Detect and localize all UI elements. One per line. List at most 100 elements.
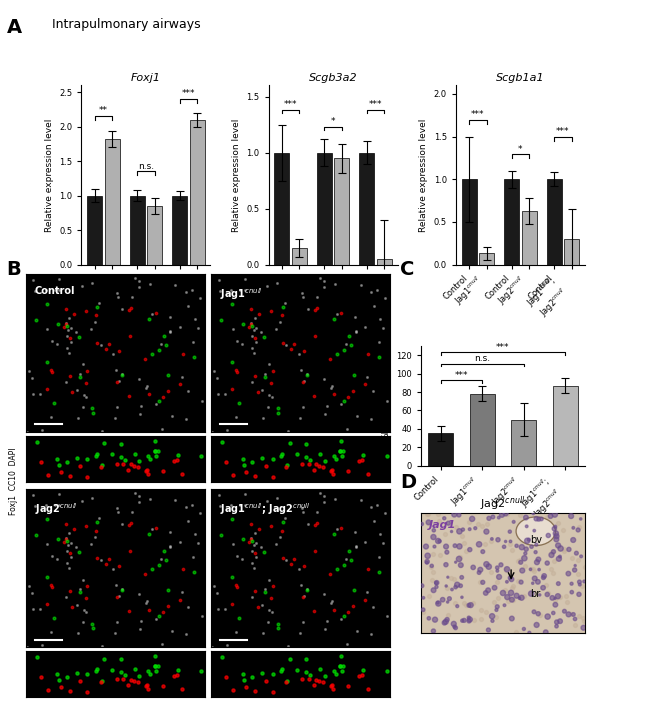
Point — [220, 604, 230, 615]
Point — [64, 562, 74, 573]
Point — [439, 513, 449, 524]
Point — [53, 459, 64, 471]
Point — [96, 676, 106, 688]
Point — [512, 556, 523, 567]
Point — [281, 555, 291, 566]
Point — [480, 538, 490, 550]
Bar — [317, 153, 332, 264]
Point — [338, 661, 348, 672]
Point — [369, 386, 379, 397]
Point — [328, 683, 338, 695]
Point — [116, 583, 127, 594]
Point — [533, 608, 543, 619]
Point — [227, 298, 237, 309]
Point — [271, 324, 281, 335]
Point — [251, 537, 261, 548]
Point — [421, 508, 432, 519]
Point — [336, 614, 346, 625]
Point — [320, 409, 330, 420]
Point — [61, 671, 72, 683]
Point — [96, 340, 106, 351]
Point — [64, 685, 75, 697]
Point — [142, 464, 152, 476]
Point — [512, 540, 522, 552]
Point — [551, 621, 562, 632]
Point — [522, 535, 532, 547]
Point — [469, 614, 479, 626]
Point — [335, 660, 345, 671]
Point — [37, 424, 47, 436]
Point — [65, 332, 75, 343]
Point — [297, 674, 307, 685]
Point — [422, 557, 432, 568]
Point — [319, 496, 330, 508]
Point — [500, 536, 511, 547]
Point — [62, 545, 72, 557]
Point — [97, 641, 107, 652]
Point — [107, 449, 117, 460]
Point — [22, 641, 32, 653]
Point — [538, 572, 549, 583]
Point — [526, 524, 536, 535]
Point — [549, 546, 559, 557]
Point — [344, 545, 354, 557]
Point — [150, 661, 161, 672]
Point — [476, 614, 486, 625]
Point — [146, 309, 157, 320]
Bar — [274, 153, 289, 264]
Point — [226, 284, 236, 296]
Point — [481, 606, 491, 617]
Point — [366, 413, 376, 424]
Point — [251, 336, 261, 348]
Point — [338, 445, 348, 456]
Point — [77, 401, 88, 412]
Point — [339, 395, 350, 407]
Point — [514, 592, 525, 604]
Y-axis label: Relative expression level: Relative expression level — [45, 118, 53, 232]
Point — [177, 469, 188, 480]
Title: Foxj1: Foxj1 — [131, 73, 161, 83]
Point — [305, 454, 315, 466]
Point — [118, 458, 129, 469]
Point — [262, 280, 272, 292]
Point — [134, 282, 144, 293]
Point — [227, 470, 238, 481]
Point — [54, 284, 64, 296]
Point — [107, 664, 117, 675]
Point — [209, 581, 220, 592]
Point — [237, 454, 248, 465]
Point — [126, 506, 136, 518]
Point — [564, 609, 574, 620]
Text: B: B — [6, 260, 21, 279]
Point — [264, 389, 274, 400]
Point — [372, 284, 383, 295]
Point — [464, 615, 474, 626]
Point — [292, 449, 302, 460]
Point — [91, 665, 101, 677]
Bar — [172, 196, 187, 264]
Point — [42, 538, 53, 550]
Text: bv: bv — [530, 535, 541, 545]
Point — [260, 587, 270, 598]
Point — [71, 542, 81, 553]
Point — [538, 582, 548, 594]
Point — [180, 286, 190, 297]
Point — [47, 550, 57, 562]
Point — [430, 614, 440, 626]
Point — [541, 626, 551, 638]
Point — [506, 587, 516, 599]
Point — [527, 532, 538, 543]
Point — [134, 373, 144, 384]
Point — [53, 533, 63, 545]
Point — [134, 275, 144, 287]
Point — [130, 448, 140, 459]
Point — [247, 545, 257, 557]
Point — [92, 663, 102, 675]
Point — [499, 599, 510, 611]
Point — [311, 506, 322, 518]
Point — [27, 588, 37, 599]
Point — [332, 348, 343, 360]
Point — [246, 303, 257, 314]
Point — [258, 627, 268, 638]
Point — [422, 508, 433, 520]
